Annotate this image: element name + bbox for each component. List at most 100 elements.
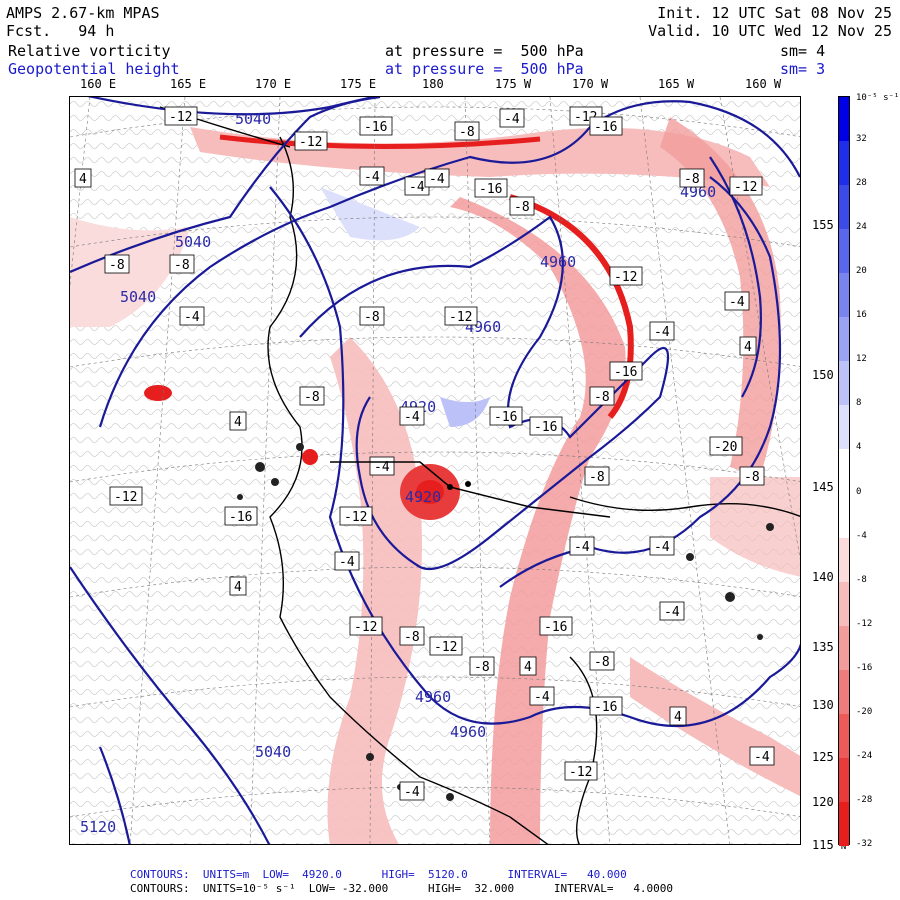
height-contour-label: 4960 xyxy=(415,688,451,706)
longitude-label: 175 W xyxy=(495,77,532,91)
map-panel: 5040504050404960496049604920492049604960… xyxy=(69,96,801,845)
height-contour-label: 5120 xyxy=(80,818,116,836)
vorticity-contour-label: -4 xyxy=(334,551,360,571)
vorticity-contour-label: -12 xyxy=(429,636,463,656)
vorticity-contour-label: -8 xyxy=(454,121,480,141)
colorbar-swatch xyxy=(839,185,849,230)
vorticity-contour-label: -16 xyxy=(539,616,573,636)
vorticity-label-box xyxy=(229,411,247,431)
vorticity-label-box xyxy=(589,116,623,136)
vorticity-label-box xyxy=(529,686,555,706)
vorticity-label-box xyxy=(649,536,675,556)
vorticity-label-text: -12 xyxy=(449,310,472,325)
colorbar-tick-label: 16 xyxy=(856,310,867,321)
colorbar-tick-label: 12 xyxy=(856,354,867,365)
latitude-value: 155 xyxy=(812,218,841,232)
vorticity-contour-label: 4 xyxy=(229,576,247,596)
vorticity-contour-label: -16 xyxy=(589,116,623,136)
vorticity-label-box xyxy=(169,254,195,274)
latitude-value: 125 xyxy=(812,750,841,764)
vorticity-label-box xyxy=(224,506,258,526)
vorticity-label-box xyxy=(359,166,385,186)
vorticity-contour-label: -16 xyxy=(609,361,643,381)
height-contour-label: 4960 xyxy=(680,183,716,201)
vorticity-contour-label: -8 xyxy=(584,466,610,486)
vorticity-contour-label: 4 xyxy=(229,411,247,431)
vorticity-contour-label: -8 xyxy=(679,168,705,188)
vorticity-label-box xyxy=(589,386,615,406)
vorticity-label-box xyxy=(609,361,643,381)
height-contour-label: 5040 xyxy=(235,110,271,128)
vorticity-label-text: -12 xyxy=(734,180,757,195)
latitude-value: 120 xyxy=(812,795,841,809)
vorticity-label-text: -12 xyxy=(169,110,192,125)
colorbar-swatch xyxy=(839,449,849,495)
vorticity-label-text: -8 xyxy=(514,200,530,215)
longitude-label: 165 W xyxy=(658,77,695,91)
vorticity-label-box xyxy=(299,386,325,406)
colorbar-tick-label: -20 xyxy=(856,706,873,717)
vorticity-contour-label: -4 xyxy=(179,306,205,326)
colorbar-tick-label: -32 xyxy=(856,839,873,849)
vorticity-label-text: -16 xyxy=(494,410,517,425)
vorticity-label-box xyxy=(589,696,623,716)
valid-time: Valid. 10 UTC Wed 12 Nov 25 xyxy=(648,22,892,40)
vorticity-contour-label: -12 xyxy=(609,266,643,286)
colorbar-swatch xyxy=(839,537,849,583)
colorbar-swatch xyxy=(839,801,849,847)
vorticity-label-box xyxy=(474,178,508,198)
colorbar-tick-label: 32 xyxy=(856,134,867,145)
vorticity-label-text: 4 xyxy=(234,415,242,430)
colorbar-swatch xyxy=(839,757,849,803)
vorticity-contour-label: -4 xyxy=(649,321,675,341)
vorticity-label-text: -16 xyxy=(534,420,557,435)
vorticity-label-text: -4 xyxy=(574,540,590,555)
vorticity-label-text: -8 xyxy=(474,660,490,675)
vorticity-label-text: 4 xyxy=(79,172,87,187)
vorticity-label-text: -8 xyxy=(594,655,610,670)
vorticity-label-box xyxy=(399,626,425,646)
vorticity-contour-label: -12 xyxy=(164,106,198,126)
vorticity-contour-label: -16 xyxy=(489,406,523,426)
footer-vorticity-contours: CONTOURS: UNITS=10⁻⁵ s⁻¹ LOW= -32.000 HI… xyxy=(130,882,674,895)
vorticity-contour-label: 4 xyxy=(519,656,537,676)
vorticity-label-box xyxy=(739,466,765,486)
vorticity-contour-label: -4 xyxy=(404,176,430,196)
colorbar-tick-label: 4 xyxy=(856,442,862,453)
vorticity-label-text: -4 xyxy=(504,112,520,127)
colorbar-tick-label: -28 xyxy=(856,794,873,805)
vorticity-contour-label: 4 xyxy=(669,706,687,726)
vorticity-label-box xyxy=(499,108,525,128)
height-contour-label: 4920 xyxy=(405,488,441,506)
vorticity-label-box xyxy=(564,761,598,781)
colorbar-swatch xyxy=(839,361,849,406)
vorticity-label-text: -8 xyxy=(684,172,700,187)
vorticity-contour-label: -4 xyxy=(369,456,395,476)
vorticity-label-text: 4 xyxy=(234,580,242,595)
height-label-layer: 5040504050404960496049604920492049604960… xyxy=(80,110,716,836)
vorticity-contour-label: -16 xyxy=(529,416,563,436)
colorbar-swatch xyxy=(839,405,849,450)
colorbar-swatch xyxy=(839,273,849,318)
vorticity-contour-label: 4 xyxy=(739,336,757,356)
vorticity-contour-label: -8 xyxy=(359,306,385,326)
vorticity-label-box xyxy=(424,168,450,188)
colorbar-tick-label: 8 xyxy=(856,398,862,409)
vorticity-contour-label: -8 xyxy=(299,386,325,406)
vorticity-label-text: -4 xyxy=(404,410,420,425)
vorticity-label-text: -12 xyxy=(614,270,637,285)
vorticity-label-box xyxy=(649,321,675,341)
map-canvas: 5040504050404960496049604920492049604960… xyxy=(70,97,800,844)
vorticity-label-box xyxy=(584,466,610,486)
vorticity-label-box xyxy=(109,486,143,506)
field1-name: Relative vorticity xyxy=(8,42,171,60)
field2-name: Geopotential height xyxy=(8,60,180,78)
vorticity-label-box xyxy=(179,306,205,326)
vorticity-label-text: -4 xyxy=(429,172,445,187)
vorticity-contour-label: -4 xyxy=(529,686,555,706)
vorticity-label-box xyxy=(349,616,383,636)
vorticity-label-box xyxy=(529,416,563,436)
vorticity-label-text: -4 xyxy=(654,540,670,555)
vorticity-contour-label: -8 xyxy=(739,466,765,486)
vorticity-label-box xyxy=(294,131,328,151)
